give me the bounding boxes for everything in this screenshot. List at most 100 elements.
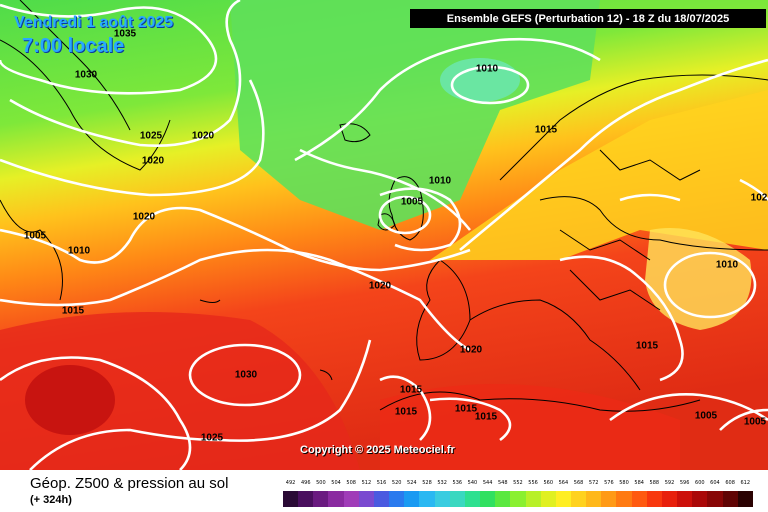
isobar-label: 1030 [234, 369, 258, 381]
legend-tick-label: 552 [513, 480, 523, 486]
legend-swatch [570, 491, 587, 507]
isobar-label: 1010 [475, 63, 499, 75]
legend-swatch [480, 491, 496, 507]
legend-tick-label: 500 [316, 480, 326, 486]
legend-tick-label: 596 [679, 480, 690, 486]
legend-swatch [298, 491, 314, 507]
color-legend: 492 496 500 504 508 512 516 520 524 528 532 536 540 5… [283, 477, 753, 509]
legend-swatch [661, 491, 678, 507]
legend-swatch [631, 491, 647, 507]
legend-tick-label: 576 [604, 480, 614, 486]
isobar-label: 1020 [368, 280, 392, 292]
legend-swatches [283, 491, 753, 507]
coastlines [0, 0, 768, 412]
forecast-time: 7:00 locale [22, 35, 125, 57]
legend-tick-label: 528 [422, 480, 432, 486]
isobar-label: 1005 [743, 416, 767, 428]
legend-swatch [313, 491, 329, 507]
legend-swatch [434, 491, 450, 507]
legend-tick-label: 508 [346, 480, 356, 486]
isobar-label: 1015 [635, 340, 659, 352]
isobar-label: 1020 [191, 130, 215, 142]
legend-swatch [616, 491, 632, 507]
isobar-label: 1005 [23, 230, 47, 242]
legend-swatch [737, 491, 753, 507]
isobar-label: 1015 [61, 305, 85, 317]
legend-swatch [707, 491, 723, 507]
legend-tick-label: 556 [528, 480, 538, 486]
legend-tick-label: 608 [725, 480, 735, 486]
legend-tick-label: 560 [543, 480, 553, 486]
legend-tick-label: 564 [558, 480, 569, 486]
legend-swatch [677, 491, 693, 507]
isobar-label: 1025 [200, 432, 224, 444]
isobar-label: 1005 [694, 410, 718, 422]
legend-tick-label: 600 [695, 480, 705, 486]
legend-swatch [343, 491, 359, 507]
isobars [0, 0, 768, 470]
model-title-bar: Ensemble GEFS (Perturbation 12) - 18 Z d… [410, 9, 766, 28]
legend-swatch [449, 491, 465, 507]
isobar-label: 1020 [459, 344, 483, 356]
legend-ticks: 492 496 500 504 508 512 516 520 524 528 532 536 540 5… [283, 477, 753, 489]
legend-tick-label: 584 [634, 480, 644, 486]
legend-swatch [692, 491, 708, 507]
legend-tick-label: 492 [285, 480, 296, 486]
isobar-label: 1015 [399, 384, 423, 396]
isobar-label: 1015 [454, 403, 478, 415]
legend-tick-label: 512 [361, 480, 372, 486]
copyright-notice: Copyright © 2025 Meteociel.fr [300, 444, 455, 456]
legend-swatch [586, 491, 602, 507]
forecast-date: Vendredi 1 août 2025 [14, 14, 174, 31]
legend-tick-label: 588 [649, 480, 660, 486]
legend-swatch [373, 491, 390, 507]
legend-tick-label: 540 [467, 480, 478, 486]
legend-swatch [328, 491, 344, 507]
legend-tick-label: 532 [437, 480, 447, 486]
legend-swatch [358, 491, 374, 507]
legend-swatch [283, 491, 299, 507]
geopotential-field [0, 0, 768, 470]
isobar-label: 1015 [534, 124, 558, 136]
legend-swatch [722, 491, 738, 507]
legend-swatch [540, 491, 556, 507]
legend-swatch [601, 491, 617, 507]
model-title: Ensemble GEFS (Perturbation 12) - 18 Z d… [446, 12, 730, 25]
isobar-label: 102 [750, 192, 768, 204]
legend-tick-label: 544 [482, 480, 493, 486]
legend-swatch [419, 491, 435, 507]
isobar-label: 1035 [113, 28, 137, 40]
legend-tick-label: 572 [588, 480, 599, 486]
legend-tick-label: 612 [740, 480, 751, 486]
weather-map: 1035 1030 1025 1020 1020 1010 1015 1010 … [0, 0, 768, 470]
legend-swatch [464, 491, 481, 507]
isobar-label: 1015 [474, 411, 498, 423]
isobar-label: 1010 [715, 259, 739, 271]
isobar-label: 1010 [67, 245, 91, 257]
legend-swatch [389, 491, 405, 507]
legend-tick-label: 592 [664, 480, 675, 486]
legend-swatch [525, 491, 541, 507]
legend-tick-label: 496 [300, 480, 311, 486]
legend-swatch [495, 491, 511, 507]
legend-tick-label: 568 [573, 480, 584, 486]
legend-swatch [404, 491, 420, 507]
legend-tick-label: 604 [710, 480, 720, 486]
legend-tick-label: 536 [452, 480, 463, 486]
isobar-label: 1025 [139, 130, 163, 142]
legend-tick-label: 548 [497, 480, 508, 486]
isobar-label: 1015 [394, 406, 418, 418]
legend-tick-label: 524 [407, 480, 417, 486]
isobar-label: 1020 [132, 211, 156, 223]
forecast-lead: (+ 324h) [30, 494, 72, 506]
legend-tick-label: 504 [331, 480, 341, 486]
isobar-label: 1020 [141, 155, 165, 167]
legend-tick-label: 516 [376, 480, 387, 486]
legend-swatch [646, 491, 662, 507]
isobar-label: 1005 [400, 196, 424, 208]
legend-swatch [510, 491, 526, 507]
field-title: Géop. Z500 & pression au sol [30, 475, 229, 492]
isobar-label: 1010 [428, 175, 452, 187]
isobar-label: 1030 [74, 69, 98, 81]
legend-tick-label: 520 [391, 480, 402, 486]
